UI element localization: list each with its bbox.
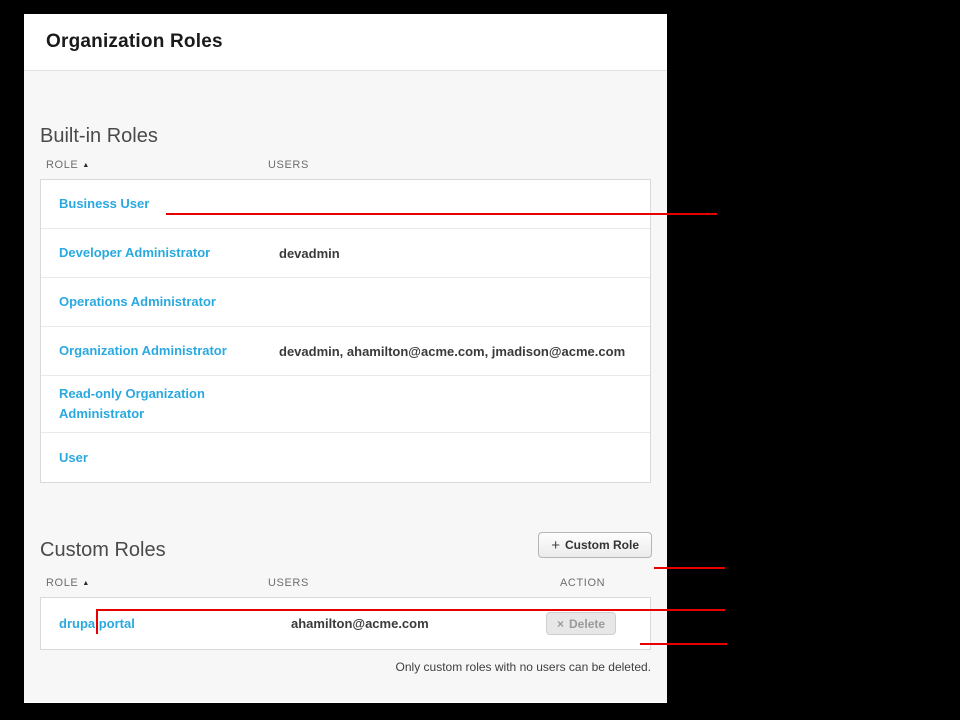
users-cell: devadmin, ahamilton@acme.com, jmadison@a… — [279, 343, 626, 359]
page-title: Organization Roles — [46, 31, 223, 52]
builtin-role-column-header[interactable]: ROLE ▲ — [46, 159, 268, 171]
role-cell: Developer Administrator — [41, 243, 279, 263]
custom-roles-table: drupalportal ahamilton@acme.com × Delete — [40, 597, 651, 651]
custom-users-column-header: USERS — [268, 577, 309, 590]
role-link-readonly-organization-administrator[interactable]: Read-only Organization Administrator — [59, 386, 205, 422]
role-link-business-user[interactable]: Business User — [59, 195, 150, 211]
users-cell: ahamilton@acme.com — [291, 616, 429, 632]
role-cell: drupalportal — [41, 614, 291, 634]
users-cell: devadmin — [279, 245, 340, 261]
role-link-developer-administrator[interactable]: Developer Administrator — [59, 244, 211, 260]
annotation-line-business-user — [166, 213, 717, 215]
organization-roles-card: Organization Roles Built-in Roles ROLE ▲… — [24, 14, 667, 703]
role-link-user[interactable]: User — [59, 449, 88, 465]
builtin-roles-table: Business User Developer Administrator de… — [40, 179, 651, 484]
role-cell: User — [41, 448, 279, 468]
annotation-line-delete-button — [640, 643, 727, 645]
role-column-label: ROLE — [46, 577, 79, 590]
role-link-organization-administrator[interactable]: Organization Administrator — [59, 342, 227, 358]
table-row: Developer Administrator devadmin — [41, 229, 650, 278]
custom-roles-heading: Custom Roles — [40, 539, 166, 562]
annotation-line-drupalportal-horizontal — [96, 609, 725, 611]
card-body: Built-in Roles ROLE ▲ USERS Business Use… — [24, 71, 667, 702]
role-cell: Operations Administrator — [41, 292, 279, 312]
table-row: User — [41, 433, 650, 482]
delete-role-button[interactable]: × Delete — [546, 612, 617, 636]
table-row: Business User — [41, 180, 650, 229]
builtin-users-column-header: USERS — [268, 159, 309, 171]
add-custom-role-button[interactable]: + Custom Role — [538, 532, 652, 559]
table-row: drupalportal ahamilton@acme.com × Delete — [41, 598, 650, 649]
plus-icon: + — [551, 536, 560, 554]
custom-role-column-header[interactable]: ROLE ▲ — [46, 577, 268, 589]
sort-ascending-icon: ▲ — [82, 579, 90, 587]
delete-button-label: Delete — [569, 616, 606, 631]
action-cell: × Delete — [546, 612, 650, 636]
table-row: Operations Administrator — [41, 278, 650, 327]
role-link-operations-administrator[interactable]: Operations Administrator — [59, 293, 216, 309]
role-cell: Business User — [41, 194, 279, 214]
annotation-line-custom-role-button — [654, 567, 725, 569]
custom-roles-section-header: Custom Roles + Custom Role — [40, 532, 652, 563]
add-custom-role-label: Custom Role — [564, 538, 639, 553]
role-cell: Organization Administrator — [41, 341, 279, 361]
builtin-roles-heading: Built-in Roles — [40, 125, 158, 147]
table-row: Read-only Organization Administrator — [41, 376, 650, 434]
custom-roles-footnote: Only custom roles with no users can be d… — [395, 660, 651, 675]
table-row: Organization Administrator devadmin, aha… — [41, 327, 650, 376]
custom-column-headers: ROLE ▲ USERS ACTION — [40, 577, 651, 589]
annotation-line-drupalportal-vertical — [96, 609, 98, 634]
builtin-column-headers: ROLE ▲ USERS — [40, 159, 651, 171]
role-cell: Read-only Organization Administrator — [41, 384, 279, 424]
card-header: Organization Roles — [24, 14, 667, 71]
custom-action-column-header: ACTION — [560, 577, 606, 590]
close-icon: × — [557, 616, 565, 631]
sort-ascending-icon: ▲ — [82, 161, 90, 169]
role-column-label: ROLE — [46, 159, 79, 171]
